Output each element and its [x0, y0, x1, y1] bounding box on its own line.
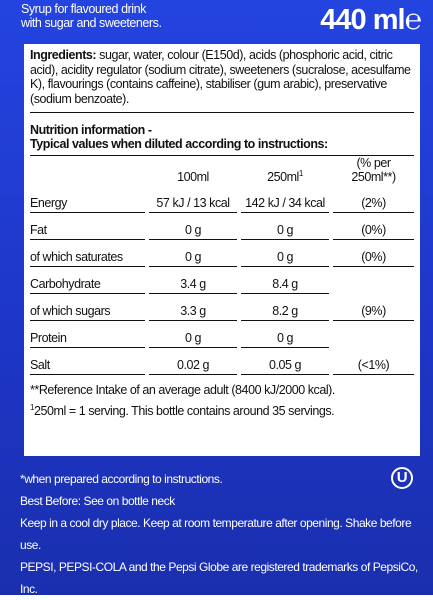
- footer-line: Keep in a cool dry place. Keep at room t…: [20, 516, 412, 552]
- value-cell: 0 g: [149, 213, 237, 240]
- value-cell: 0.02 g: [149, 348, 237, 375]
- value-cell: (9%): [333, 294, 414, 321]
- nutrient-name: Protein: [30, 321, 145, 348]
- value-cell: 3.4 g: [149, 267, 237, 294]
- nutrient-row: Carbohydrate 3.4 g 8.4 g: [30, 267, 414, 294]
- ingredients-text: sugar, water, colour (E150d), acids (pho…: [30, 48, 411, 106]
- superscript: 1: [30, 403, 34, 412]
- value-cell: 8.4 g: [241, 267, 329, 294]
- ingredients: Ingredients: sugar, water, colour (E150d…: [30, 48, 414, 113]
- column-header: 100ml: [177, 170, 209, 184]
- value-cell: 0 g: [149, 240, 237, 267]
- volume-wrap: 440 ml℮: [320, 4, 422, 37]
- info-panel: Ingredients: sugar, water, colour (E150d…: [24, 44, 420, 456]
- description-line: Syrup for flavoured drink: [21, 2, 146, 16]
- value-cell: 0.05 g: [241, 348, 329, 375]
- column-header: (% per 250ml**): [351, 156, 396, 184]
- value-cell: 57 kJ / 13 kcal: [149, 186, 237, 213]
- nutrient-name: of which saturates: [30, 240, 145, 267]
- footer: *when prepared according to instructions…: [20, 468, 433, 600]
- footnotes: **Reference Intake of an average adult (…: [30, 381, 414, 420]
- nutrient-name: Fat: [30, 213, 145, 240]
- nutrient-name: Energy: [30, 186, 145, 213]
- header-cell: (% per 250ml**): [333, 156, 414, 186]
- volume: 440 ml: [320, 4, 405, 36]
- footnote: 1250ml = 1 serving. This bottle contains…: [30, 399, 414, 420]
- superscript: 1: [298, 168, 303, 178]
- kosher-symbol: U: [391, 467, 413, 489]
- value-cell: 8.2 g: [241, 294, 329, 321]
- header-row: 100ml 250ml1 (% per 250ml**): [30, 156, 414, 186]
- estimated-sign: ℮: [404, 4, 422, 36]
- value-cell: 3.3 g: [149, 294, 237, 321]
- value-cell: (0%): [333, 240, 414, 267]
- header-cell: 250ml1: [241, 156, 329, 186]
- header-cell: 100ml: [149, 156, 237, 186]
- nutrient-row: Energy 57 kJ / 13 kcal 142 kJ / 34 kcal (2%…: [30, 186, 414, 213]
- nutrient-name: of which sugars: [30, 294, 145, 321]
- nutrition-title: Nutrition information - Typical values wh…: [30, 123, 414, 156]
- nutrient-name: Carbohydrate: [30, 267, 145, 294]
- value-cell: [333, 267, 414, 294]
- footnote: **Reference Intake of an average adult (…: [30, 381, 414, 399]
- value-cell: (0%): [333, 213, 414, 240]
- description-line: with sugar and sweeteners.: [21, 16, 162, 30]
- value-cell: (<1%): [333, 348, 414, 375]
- footer-line: Best Before: See on bottle neck: [20, 494, 175, 508]
- value-cell: [333, 321, 414, 348]
- column-header: 250ml: [267, 170, 299, 184]
- value-cell: 0 g: [241, 213, 329, 240]
- value-cell: (2%): [333, 186, 414, 213]
- nutrient-row: Salt 0.02 g 0.05 g (<1%): [30, 348, 414, 375]
- nutrient-row: of which sugars 3.3 g 8.2 g (9%): [30, 294, 414, 321]
- ingredients-label: Ingredients:: [30, 48, 97, 62]
- footnote-text: **Reference Intake of an average adult (…: [30, 383, 335, 397]
- header-cell: [30, 156, 145, 186]
- value-cell: 0 g: [241, 321, 329, 348]
- nutrition-table: 100ml 250ml1 (% per 250ml**) Energy 57 kJ / …: [26, 156, 418, 375]
- description: Syrup for flavoured drink with sugar and …: [21, 2, 162, 30]
- footer-line: *when prepared according to instructions…: [20, 472, 223, 486]
- nutrient-name: Salt: [30, 348, 145, 375]
- nutrition-title-line: Typical values when diluted according to…: [30, 137, 328, 151]
- footer-line: PEPSI, PEPSI-COLA and the Pepsi Globe ar…: [20, 560, 418, 596]
- value-cell: 0 g: [149, 321, 237, 348]
- footnote-text: 250ml = 1 serving. This bottle contains …: [34, 404, 335, 419]
- nutrition-title-line: Nutrition information -: [30, 123, 152, 137]
- value-cell: 0 g: [241, 240, 329, 267]
- value-cell: 142 kJ / 34 kcal: [241, 186, 329, 213]
